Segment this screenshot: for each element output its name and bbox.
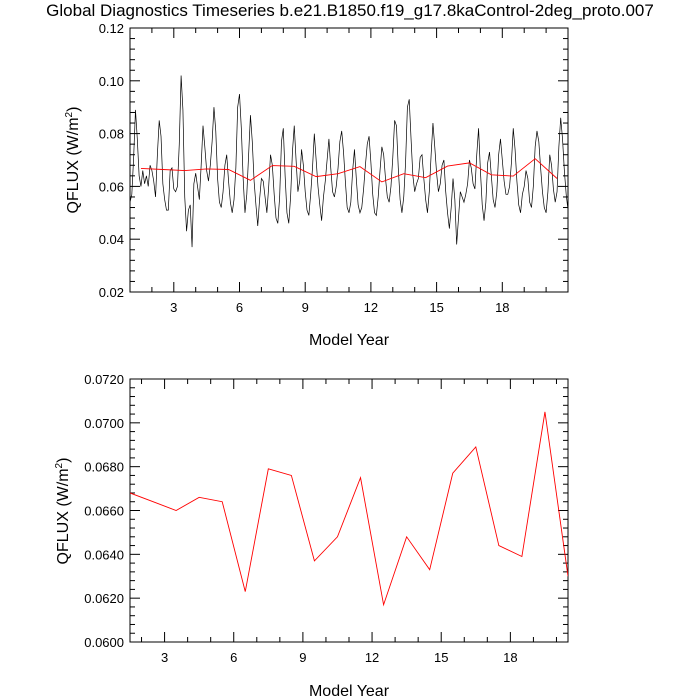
page-title: Global Diagnostics Timeseries b.e21.B185… (46, 1, 654, 20)
y-tick-label: 0.06 (99, 179, 124, 194)
x-tick-label: 3 (161, 650, 168, 665)
series-line-annual (140, 158, 558, 183)
y-axis-title: QFLUX (W/m2) (54, 458, 72, 565)
y-tick-label: 0.10 (99, 74, 124, 89)
y-tick-label: 0.08 (99, 127, 124, 142)
x-axis-title: Model Year (309, 683, 390, 700)
y-tick-label: 0.0620 (84, 591, 124, 606)
x-tick-label: 9 (299, 650, 306, 665)
y-tick-label: 0.12 (99, 21, 124, 36)
x-tick-label: 12 (364, 300, 378, 315)
y-tick-label: 0.0700 (84, 416, 124, 431)
x-tick-label: 15 (429, 300, 443, 315)
y-tick-label: 0.0640 (84, 547, 124, 562)
y-tick-label: 0.02 (99, 285, 124, 300)
plot-frame (129, 378, 569, 643)
x-tick-label: 3 (170, 300, 177, 315)
y-tick-label: 0.0660 (84, 504, 124, 519)
x-axis-title: Model Year (309, 332, 390, 349)
y-tick-label: 0.0600 (84, 635, 124, 650)
x-tick-label: 9 (302, 300, 309, 315)
y-tick-label: 0.04 (99, 232, 124, 247)
x-tick-label: 15 (434, 650, 448, 665)
y-tick-label: 0.0720 (84, 372, 124, 387)
series-line-annual (130, 411, 568, 607)
x-tick-label: 18 (503, 650, 517, 665)
top-panel-timeseries: 3 6 9 12 15 18 0.02 0.04 0.06 0.08 0.10 0.12 Model Y… (64, 21, 569, 349)
series-line-monthly (130, 75, 568, 248)
x-tick-label: 6 (230, 650, 237, 665)
x-tick-label: 6 (236, 300, 243, 315)
bottom-panel-annual-means: 3 6 9 12 15 18 0.0600 0.0620 0.0640 0.0660 0.0680 0… (54, 372, 569, 700)
x-tick-label: 12 (365, 650, 379, 665)
y-tick-label: 0.0680 (84, 460, 124, 475)
y-axis-title: QFLUX (W/m2) (64, 107, 82, 214)
x-tick-label: 18 (495, 300, 509, 315)
